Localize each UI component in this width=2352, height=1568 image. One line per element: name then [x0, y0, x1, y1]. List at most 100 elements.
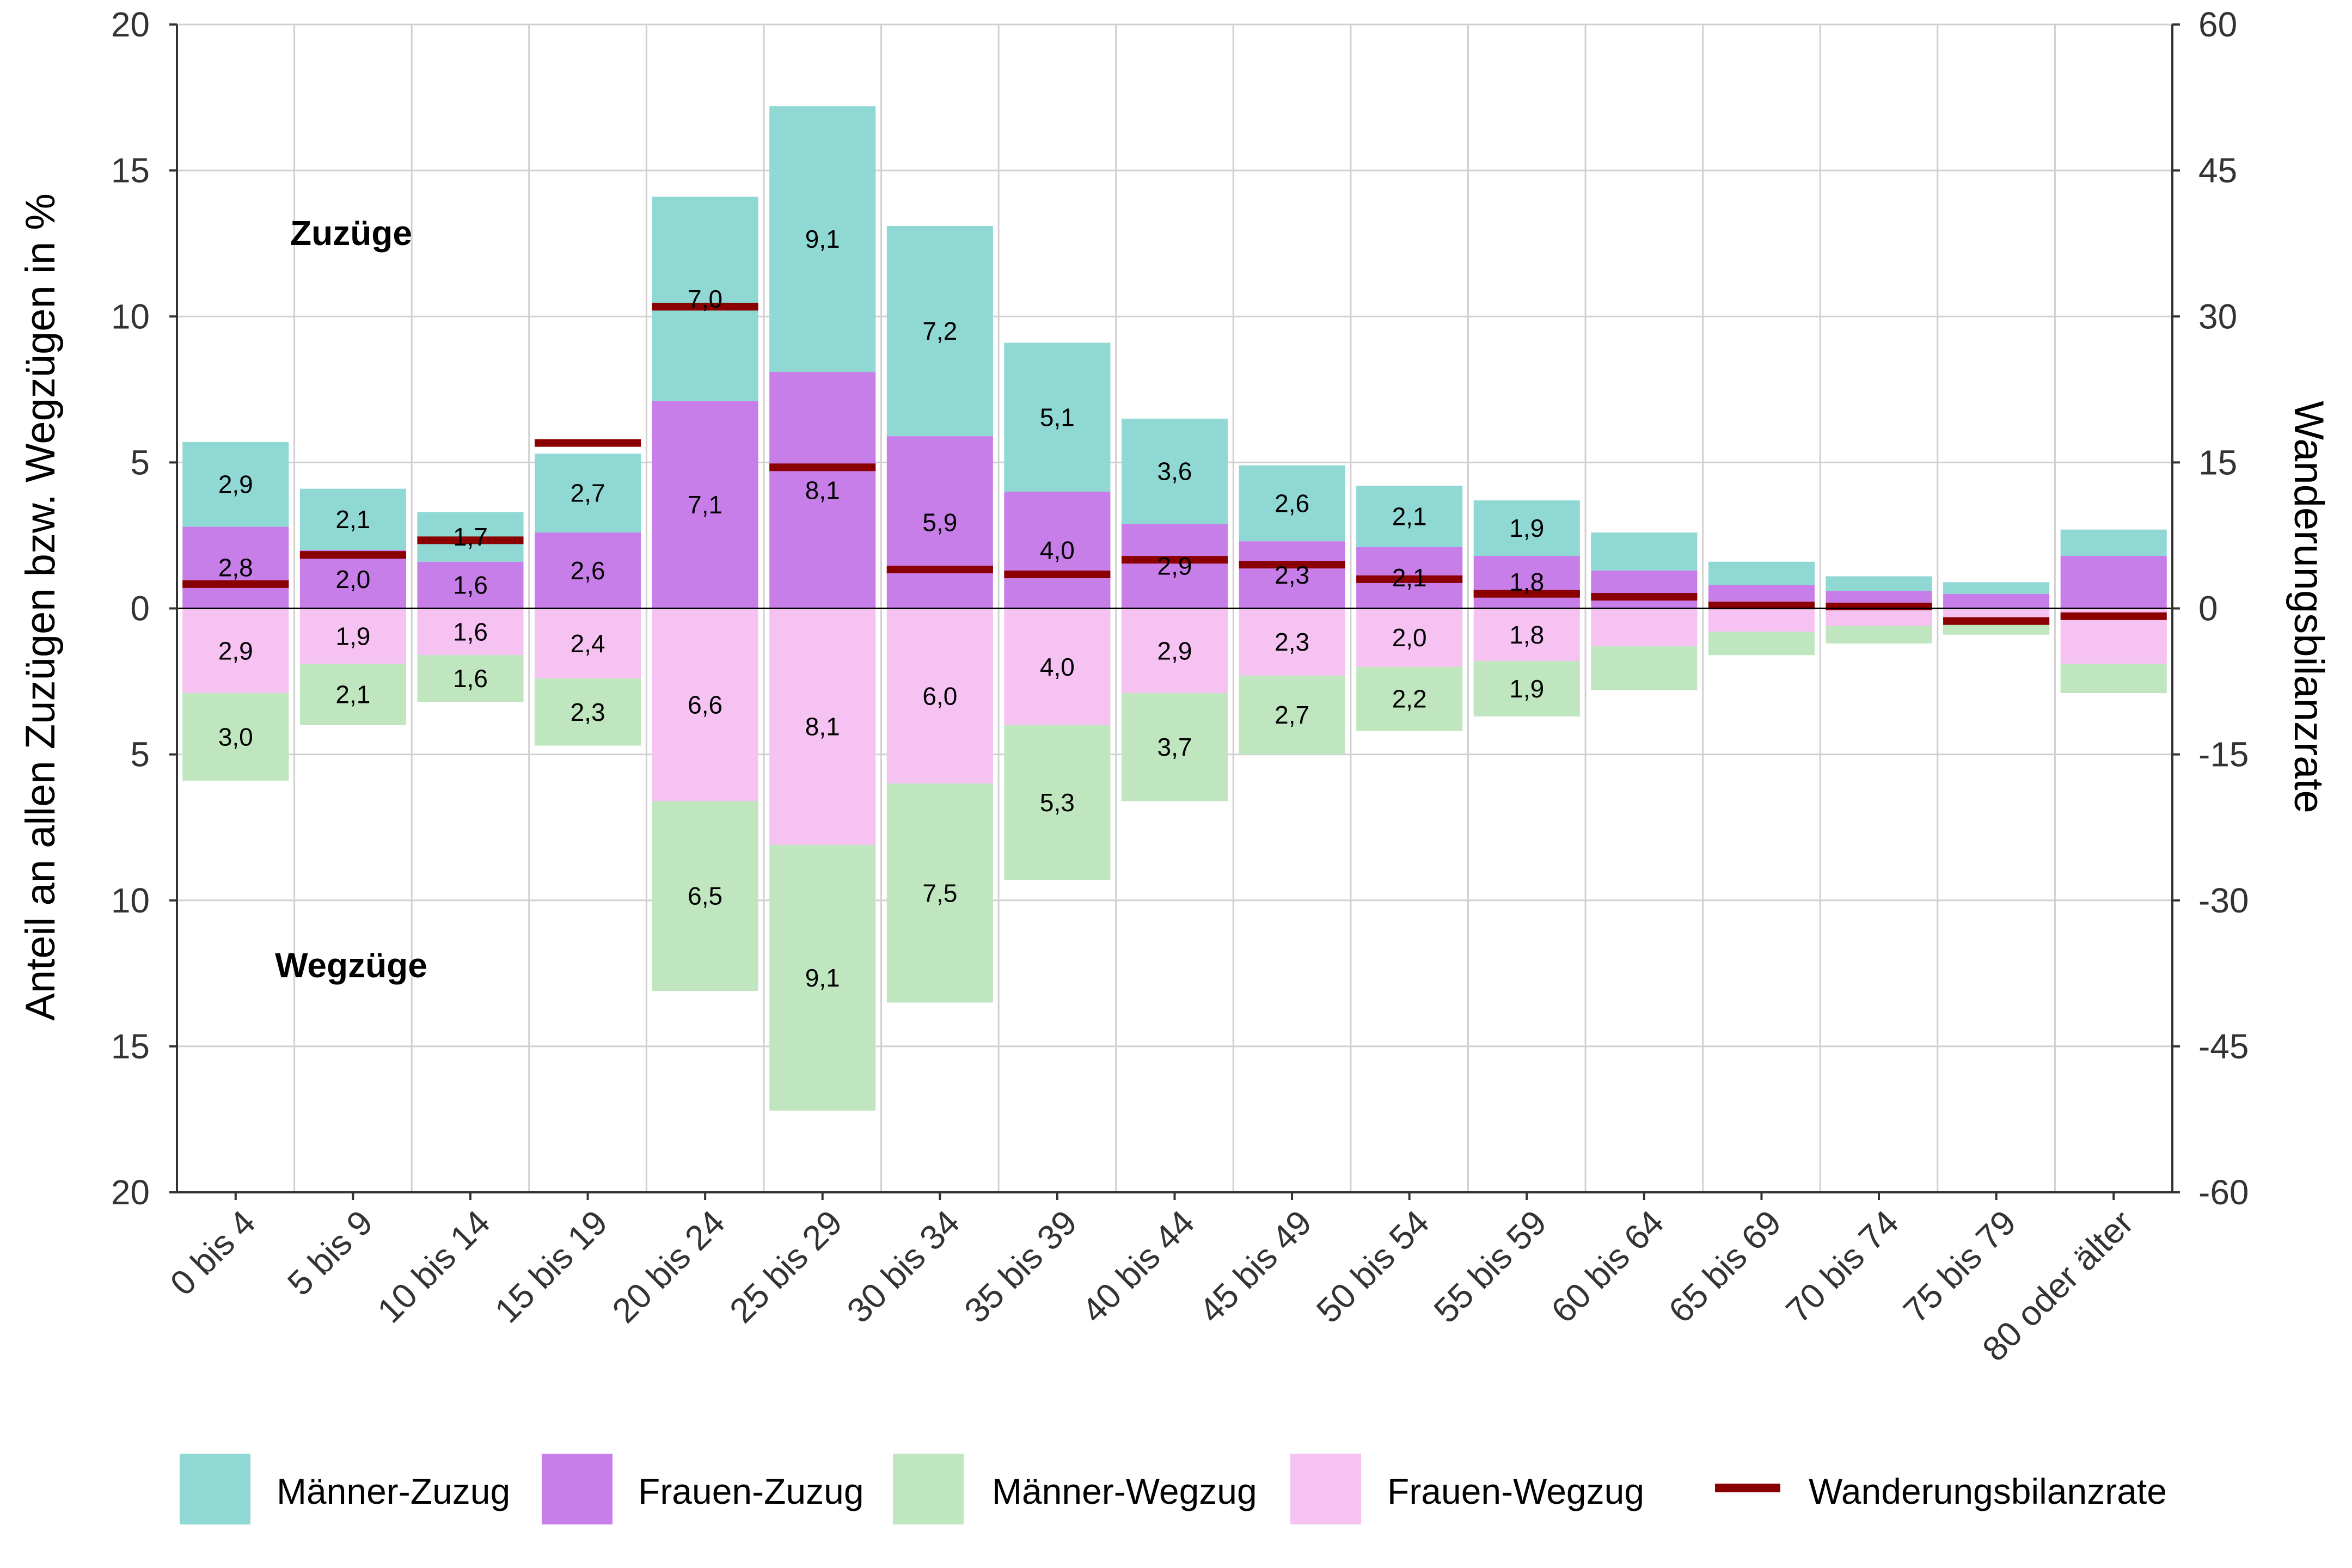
- data-label-maenner_zuzug-3: 2,7: [571, 479, 605, 507]
- x-tick-label-8: 40 bis 44: [1074, 1203, 1202, 1331]
- y2-tick-label-3: 15: [2198, 443, 2237, 482]
- bar-maenner_wegzug-6: [886, 783, 993, 1003]
- balance-rate-mark-0: [182, 580, 289, 588]
- x-tick-label-6: 30 bis 34: [840, 1203, 967, 1331]
- data-label-frauen_zuzug-10: 2,1: [1392, 564, 1427, 592]
- data-label-frauen_wegzug-11: 1,8: [1509, 621, 1544, 649]
- y2-tick-label-2: 30: [2198, 297, 2237, 336]
- y-tick-label-1: 15: [111, 151, 150, 190]
- bar-frauen_wegzug-12: [1591, 608, 1698, 647]
- y-tick-label-4: 0: [130, 589, 150, 628]
- bar-maenner_zuzug-12: [1591, 532, 1698, 571]
- bar-maenner_wegzug-12: [1591, 646, 1698, 690]
- balance-rate-mark-9: [1239, 561, 1345, 569]
- legend-label-frauen-wegzug: Frauen-Wegzug: [1387, 1471, 1644, 1511]
- legend-label-wanderungsbilanzrate: Wanderungsbilanzrate: [1809, 1471, 2167, 1511]
- legend-label-maenner-zuzug: Männer-Zuzug: [277, 1471, 510, 1511]
- bar-frauen_zuzug-16: [2060, 555, 2167, 609]
- bar-frauen_zuzug-12: [1591, 570, 1698, 609]
- data-label-frauen_zuzug-2: 1,6: [453, 571, 488, 599]
- data-label-frauen_wegzug-8: 2,9: [1157, 636, 1192, 665]
- bar-frauen_zuzug-0: [182, 526, 289, 609]
- y-tick-label-6: 10: [111, 881, 150, 920]
- bar-maenner_zuzug-4: [652, 197, 758, 401]
- balance-rate-mark-5: [769, 463, 876, 471]
- bar-maenner_wegzug-15: [1943, 623, 2050, 635]
- data-label-frauen_wegzug-3: 2,4: [571, 629, 605, 658]
- bar-frauen_zuzug-11: [1473, 555, 1580, 609]
- data-label-frauen_wegzug-7: 4,0: [1040, 653, 1075, 681]
- data-label-maenner_wegzug-7: 5,3: [1040, 788, 1075, 817]
- legend-label-maenner-wegzug: Männer-Wegzug: [992, 1471, 1257, 1511]
- bar-maenner_wegzug-16: [2060, 664, 2167, 694]
- y-tick-label-0: 20: [111, 5, 150, 44]
- axes: 20 15 10 5 0 5 10 15 20 60 45 30 15 0 -15 -30 -45 -60: [111, 5, 2249, 1212]
- balance-rate-mark-8: [1121, 556, 1228, 564]
- data-label-maenner_wegzug-3: 2,3: [571, 698, 605, 726]
- y-tick-label-7: 15: [111, 1027, 150, 1066]
- bar-value-labels: 2,8 2,9 2,9 3,0 2,0 2,1 1,9 2,1 1,6 1,7 1,6 1,6 2,6 2…: [218, 225, 1544, 992]
- data-label-maenner_zuzug-4: 7,0: [688, 285, 722, 313]
- data-label-frauen_wegzug-9: 2,3: [1275, 628, 1309, 656]
- bar-maenner_wegzug-14: [1826, 626, 1932, 644]
- y2-tick-label-1: 45: [2198, 151, 2237, 190]
- bar-frauen_zuzug-3: [535, 532, 641, 609]
- legend-label-frauen-zuzug: Frauen-Zuzug: [638, 1471, 864, 1511]
- y2-axis-label: Wanderungsbilanzrate: [2286, 401, 2332, 813]
- data-label-frauen_zuzug-0: 2,8: [218, 553, 253, 581]
- annotation-upper: Zuzüge: [290, 213, 412, 253]
- bar-maenner_wegzug-9: [1239, 675, 1345, 755]
- data-label-frauen_zuzug-1: 2,0: [335, 565, 370, 593]
- data-label-maenner_wegzug-5: 9,1: [805, 964, 840, 992]
- bar-frauen_wegzug-7: [1004, 608, 1111, 725]
- bar-frauen_zuzug-2: [417, 561, 524, 609]
- data-label-frauen_wegzug-2: 1,6: [453, 617, 488, 646]
- bar-frauen_wegzug-2: [417, 608, 524, 656]
- bar-frauen_zuzug-5: [769, 372, 876, 609]
- bar-maenner_zuzug-8: [1121, 418, 1228, 524]
- data-label-frauen_zuzug-4: 7,1: [688, 491, 722, 519]
- bar-maenner_wegzug-13: [1708, 632, 1815, 656]
- legend-swatch-maenner-wegzug: [893, 1454, 964, 1524]
- bar-maenner_zuzug-0: [182, 442, 289, 527]
- bar-maenner_zuzug-16: [2060, 529, 2167, 556]
- x-tick-label-5: 25 bis 29: [722, 1203, 850, 1331]
- bar-frauen_wegzug-8: [1121, 608, 1228, 694]
- bar-maenner_wegzug-11: [1473, 661, 1580, 716]
- legend-swatch-frauen-wegzug: [1290, 1454, 1361, 1524]
- bar-maenner_wegzug-10: [1356, 666, 1463, 731]
- balance-rate-mark-16: [2060, 612, 2167, 620]
- data-label-frauen_wegzug-6: 6,0: [922, 682, 957, 710]
- bar-maenner_zuzug-3: [535, 454, 641, 533]
- bar-maenner_zuzug-5: [769, 106, 876, 372]
- balance-rate-mark-12: [1591, 593, 1698, 601]
- x-tick-label-3: 15 bis 19: [487, 1203, 615, 1331]
- y2-tick-label-0: 60: [2198, 5, 2237, 44]
- x-tick-label-7: 35 bis 39: [957, 1203, 1085, 1331]
- bar-maenner_zuzug-14: [1826, 576, 1932, 591]
- bar-frauen_zuzug-1: [299, 550, 406, 609]
- data-label-maenner_zuzug-2: 1,7: [453, 523, 488, 551]
- data-label-maenner_zuzug-1: 2,1: [335, 505, 370, 534]
- legend: Männer-Zuzug Frauen-Zuzug Männer-Wegzug …: [180, 1454, 2167, 1524]
- legend-swatch-frauen-zuzug: [542, 1454, 612, 1524]
- bar-maenner_wegzug-1: [299, 664, 406, 725]
- data-label-maenner_zuzug-7: 5,1: [1040, 403, 1075, 431]
- data-label-maenner_zuzug-5: 9,1: [805, 225, 840, 253]
- bar-maenner_wegzug-2: [417, 655, 524, 702]
- balance-rate-mark-13: [1708, 602, 1815, 610]
- bar-frauen_wegzug-9: [1239, 608, 1345, 676]
- bar-maenner_zuzug-15: [1943, 582, 2050, 594]
- data-label-maenner_zuzug-6: 7,2: [922, 317, 957, 345]
- x-tick-label-10: 50 bis 54: [1309, 1203, 1437, 1331]
- data-label-frauen_zuzug-5: 8,1: [805, 476, 840, 504]
- data-label-frauen_zuzug-7: 4,0: [1040, 536, 1075, 564]
- balance-rate-mark-10: [1356, 575, 1463, 583]
- bar-maenner_zuzug-6: [886, 226, 993, 437]
- bar-maenner_zuzug-9: [1239, 465, 1345, 542]
- data-label-maenner_wegzug-0: 3,0: [218, 722, 253, 751]
- data-label-maenner_wegzug-11: 1,9: [1509, 675, 1544, 703]
- balance-rate-mark-15: [1943, 617, 2050, 625]
